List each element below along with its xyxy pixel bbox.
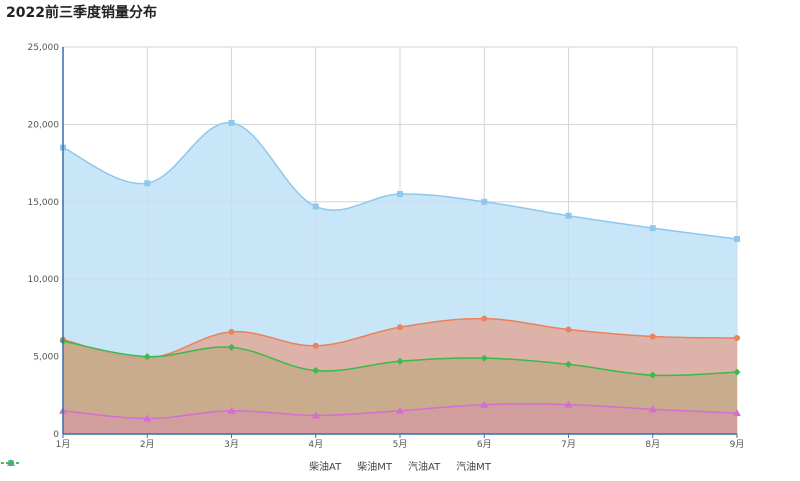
y-tick-label: 25,000 <box>28 43 60 53</box>
data-point[interactable] <box>734 235 740 242</box>
legend-label: 柴油AT <box>309 462 342 473</box>
y-tick-label: 5,000 <box>33 353 59 363</box>
data-point[interactable] <box>228 343 235 351</box>
data-point[interactable] <box>311 411 320 419</box>
legend-item[interactable]: 汽油AT <box>1 458 441 473</box>
x-tick-label: 5月 <box>393 439 408 450</box>
x-tick-label: 7月 <box>561 439 576 450</box>
x-tick-label: 6月 <box>477 439 492 450</box>
legend-item[interactable]: 汽油MT <box>1 458 491 473</box>
data-point[interactable] <box>312 342 319 349</box>
data-point[interactable] <box>396 406 404 414</box>
y-tick-label: 10,000 <box>28 275 60 285</box>
x-tick-label: 8月 <box>645 439 660 450</box>
data-point[interactable] <box>143 353 151 361</box>
legend-item[interactable]: 柴油MT <box>1 458 392 473</box>
data-point[interactable] <box>228 328 235 335</box>
data-point[interactable] <box>564 400 573 408</box>
legend-label: 汽油AT <box>408 462 441 473</box>
data-point[interactable] <box>312 367 320 375</box>
data-point[interactable] <box>480 354 488 362</box>
data-point[interactable] <box>565 212 572 219</box>
legend-symbol-icon <box>1 459 21 467</box>
data-point[interactable] <box>227 406 236 414</box>
y-tick-label: 20,000 <box>28 120 60 130</box>
data-point[interactable] <box>565 360 572 368</box>
legend-label: 柴油MT <box>357 462 392 473</box>
x-tick-label: 2月 <box>140 439 155 450</box>
y-tick-label: 15,000 <box>28 198 60 208</box>
chart-title: 2022前三季度销量分布 <box>6 5 157 21</box>
series-line <box>62 122 738 240</box>
x-tick-label: 3月 <box>224 439 239 450</box>
data-point[interactable] <box>481 198 488 205</box>
data-point[interactable] <box>397 324 403 331</box>
data-point[interactable] <box>733 368 741 376</box>
x-tick-label: 9月 <box>730 439 745 450</box>
legend-item[interactable]: 柴油AT <box>1 458 342 473</box>
data-point[interactable] <box>480 400 489 408</box>
data-point[interactable] <box>648 405 657 413</box>
legend-label: 汽油MT <box>456 462 491 473</box>
data-point[interactable] <box>481 315 488 322</box>
data-point[interactable] <box>734 335 740 342</box>
data-point[interactable] <box>397 191 403 198</box>
chart-legend: 柴油AT 柴油MT 汽油AT 汽油MT <box>0 458 800 473</box>
data-point[interactable] <box>565 326 572 333</box>
y-tick-label: 0 <box>53 430 59 440</box>
data-point[interactable] <box>228 119 235 126</box>
data-point[interactable] <box>733 409 741 417</box>
data-point[interactable] <box>396 357 404 365</box>
data-point[interactable] <box>312 203 319 210</box>
x-tick-label: 1月 <box>56 439 71 450</box>
data-point[interactable] <box>649 225 656 232</box>
x-tick-label: 4月 <box>308 439 323 450</box>
data-point[interactable] <box>143 414 152 422</box>
data-point[interactable] <box>649 333 656 340</box>
data-point[interactable] <box>649 371 657 379</box>
data-point[interactable] <box>144 180 151 187</box>
